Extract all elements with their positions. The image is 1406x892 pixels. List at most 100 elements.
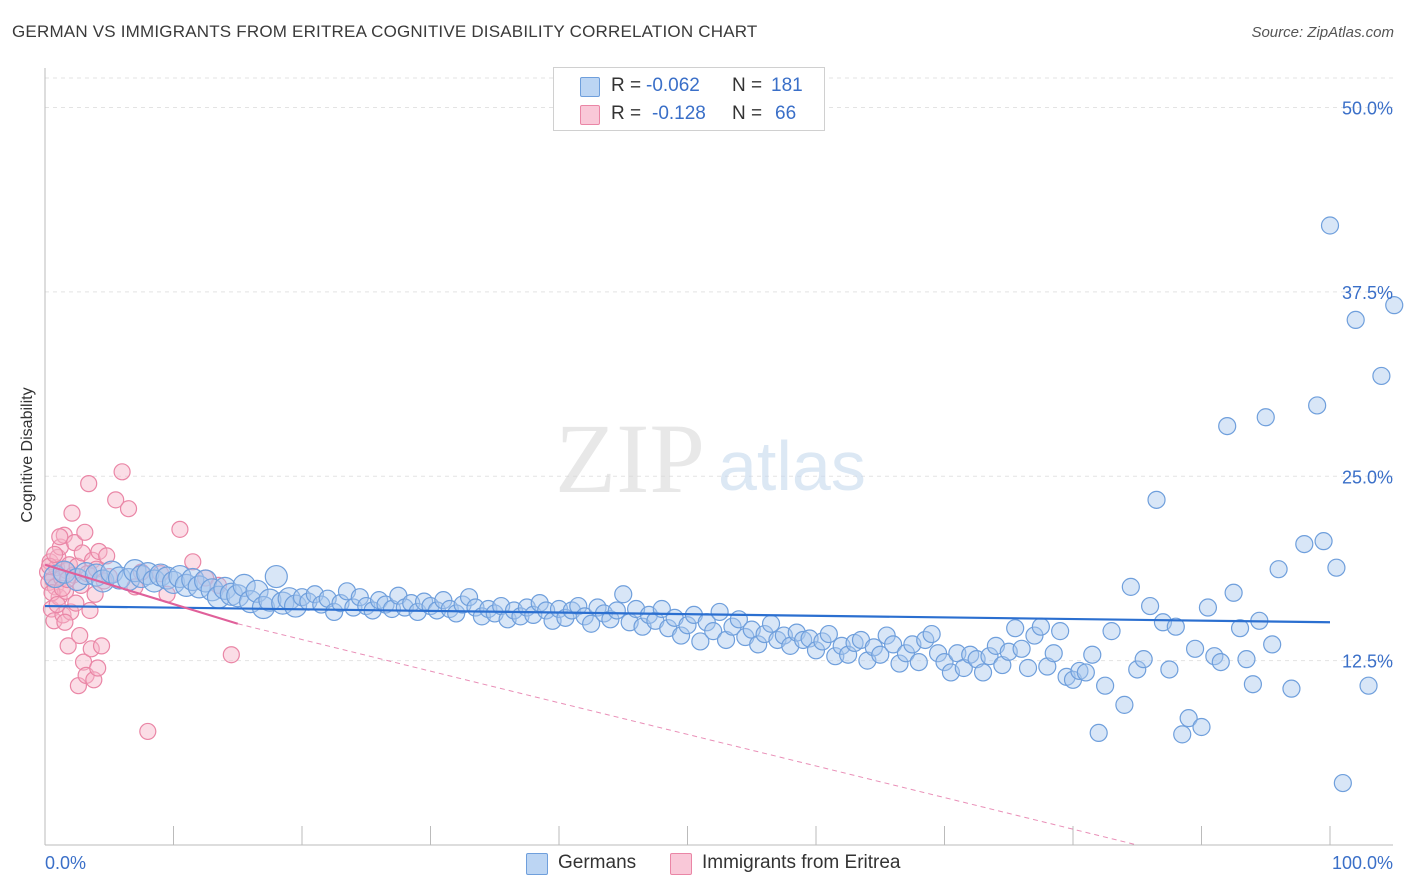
germans-point bbox=[264, 564, 288, 589]
germans-point bbox=[1385, 296, 1404, 315]
germans-point bbox=[1140, 596, 1160, 616]
chart-title: GERMAN VS IMMIGRANTS FROM ERITREA COGNIT… bbox=[12, 22, 758, 41]
eritrea-point bbox=[107, 491, 125, 509]
germans-legend-swatch bbox=[526, 853, 548, 875]
germans-point bbox=[1295, 534, 1314, 554]
germans-point bbox=[794, 630, 813, 650]
x-tick-label-max: 100.0% bbox=[1332, 853, 1393, 873]
germans-point bbox=[839, 645, 858, 664]
eritrea-point bbox=[80, 475, 98, 493]
eritrea-point bbox=[98, 547, 116, 565]
eritrea-legend-label: Immigrants from Eritrea bbox=[702, 852, 901, 873]
germans-point bbox=[1018, 658, 1038, 678]
eritrea-point bbox=[62, 603, 80, 621]
y-tick-label: 12.5% bbox=[1342, 652, 1393, 672]
germans-point bbox=[1051, 622, 1070, 641]
germans-point bbox=[704, 622, 723, 641]
germans-point bbox=[251, 595, 276, 620]
germans-n-value: 181 bbox=[771, 75, 803, 96]
germans-point bbox=[871, 645, 890, 664]
germans-point bbox=[1256, 408, 1275, 427]
y-tick-label: 50.0% bbox=[1342, 99, 1393, 119]
eritrea-point bbox=[184, 553, 202, 571]
germans-point bbox=[1282, 679, 1301, 698]
germans-point bbox=[1121, 577, 1140, 596]
eritrea-point bbox=[222, 646, 240, 664]
germans-point bbox=[678, 616, 697, 635]
germans-point bbox=[813, 632, 832, 651]
eritrea-trend-extension bbox=[237, 623, 1138, 846]
germans-r-value: -0.062 bbox=[646, 75, 700, 96]
watermark-atlas: atlas bbox=[718, 427, 866, 505]
eritrea-r-value: -0.128 bbox=[652, 103, 706, 124]
germans-point bbox=[1096, 676, 1115, 695]
eritrea-point bbox=[51, 528, 69, 546]
germans-point bbox=[283, 594, 308, 618]
eritrea-point bbox=[45, 612, 63, 630]
eritrea-point bbox=[171, 520, 189, 538]
germans-point bbox=[1160, 660, 1179, 679]
eritrea-n-value: 66 bbox=[775, 103, 797, 124]
germans-points bbox=[43, 216, 1404, 793]
r-label: R = bbox=[611, 75, 642, 96]
germans-point bbox=[1134, 650, 1153, 669]
germans-point bbox=[1308, 396, 1327, 415]
germans-point bbox=[671, 626, 691, 645]
eritrea-swatch bbox=[580, 105, 600, 125]
germans-swatch bbox=[580, 77, 600, 97]
germans-point bbox=[1166, 617, 1185, 636]
germans-point bbox=[1263, 635, 1282, 654]
germans-point bbox=[1031, 617, 1050, 636]
germans-point bbox=[459, 588, 479, 607]
trend-lines bbox=[44, 563, 1331, 846]
germans-point bbox=[607, 601, 626, 620]
germans-point bbox=[1198, 598, 1218, 617]
germans-point bbox=[1314, 532, 1333, 551]
germans-point bbox=[1179, 709, 1198, 728]
germans-point bbox=[935, 652, 954, 672]
germans-point bbox=[973, 663, 993, 682]
n-label: N = bbox=[732, 103, 763, 124]
eritrea-point bbox=[63, 504, 81, 522]
eritrea-point bbox=[67, 594, 85, 612]
eritrea-trend-line bbox=[44, 563, 239, 625]
germans-point bbox=[1089, 723, 1108, 743]
germans-point bbox=[1211, 652, 1230, 672]
germans-point bbox=[883, 635, 903, 654]
eritrea-point bbox=[92, 637, 111, 655]
r-label: R = bbox=[611, 103, 642, 124]
x-tick-label-min: 0.0% bbox=[45, 853, 86, 873]
watermark-zip: ZIP bbox=[555, 403, 705, 514]
eritrea-point bbox=[56, 613, 74, 631]
watermark: ZIP atlas bbox=[555, 403, 866, 514]
eritrea-point bbox=[139, 722, 157, 741]
germans-point bbox=[1327, 558, 1346, 577]
germans-point bbox=[1076, 663, 1095, 682]
germans-point bbox=[691, 632, 710, 651]
source-label: Source: ZipAtlas.com bbox=[1251, 24, 1394, 41]
germans-point bbox=[1218, 417, 1237, 436]
grid-lines bbox=[45, 77, 1393, 662]
germans-point bbox=[1070, 661, 1089, 681]
germans-point bbox=[1192, 717, 1211, 737]
eritrea-point bbox=[48, 595, 66, 614]
germans-point bbox=[1224, 583, 1243, 602]
eritrea-point bbox=[119, 500, 138, 518]
germans-point bbox=[582, 614, 601, 633]
germans-point bbox=[1269, 560, 1288, 579]
germans-point bbox=[1230, 619, 1250, 638]
germans-point bbox=[922, 624, 941, 644]
y-tick-label: 37.5% bbox=[1342, 283, 1393, 303]
germans-point bbox=[749, 635, 768, 654]
germans-point bbox=[136, 561, 160, 586]
germans-trend-line bbox=[44, 604, 1331, 624]
germans-point bbox=[890, 654, 909, 673]
eritrea-point bbox=[76, 523, 94, 541]
germans-legend-label: Germans bbox=[558, 852, 637, 873]
germans-point bbox=[1083, 645, 1102, 664]
germans-point bbox=[819, 624, 838, 644]
germans-point bbox=[909, 652, 928, 672]
y-tick-label: 25.0% bbox=[1342, 467, 1393, 487]
eritrea-points bbox=[38, 463, 240, 741]
